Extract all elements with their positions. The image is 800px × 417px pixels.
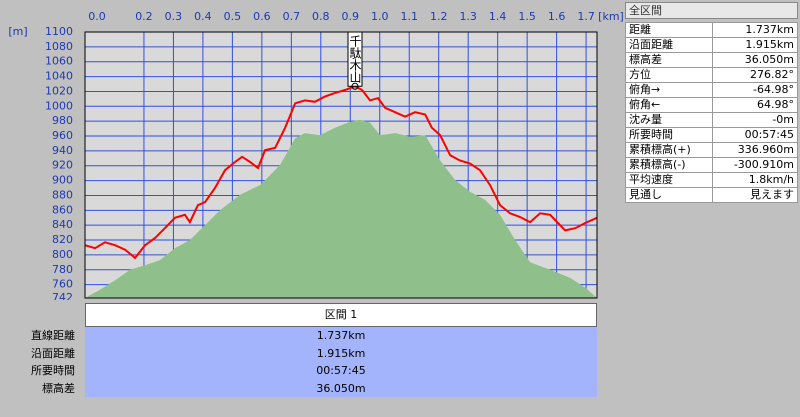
x-tick-label: 1.2 <box>430 10 448 23</box>
y-tick-label: 940 <box>52 144 73 157</box>
x-tick-label: 1.4 <box>489 10 507 23</box>
stat-label: 沿面距離 <box>624 37 714 53</box>
stat-label: 方位 <box>624 67 714 83</box>
y-tick-label: 1000 <box>45 99 73 112</box>
stat-value: 1.737km <box>712 22 798 38</box>
x-tick-label: 1.5 <box>518 10 536 23</box>
y-tick-label: 1020 <box>45 84 73 97</box>
y-tick-label: 742 <box>52 291 73 300</box>
stat-label: 所要時間 <box>624 127 714 143</box>
row-label: 沿面距離 <box>31 346 75 360</box>
stat-value: 1.915km <box>712 37 798 53</box>
row-label: 標高差 <box>42 381 75 395</box>
x-tick-label: 1.7 <box>577 10 595 23</box>
row-label: 所要時間 <box>31 364 75 377</box>
x-tick-label: 1.0 <box>371 10 389 23</box>
stat-value: 36.050m <box>712 52 798 68</box>
stat-label: 俯角→ <box>624 82 714 98</box>
y-unit: [m] <box>8 25 27 38</box>
annotation-box <box>347 31 363 87</box>
y-tick-label: 1100 <box>45 25 73 38</box>
y-tick-label: 920 <box>52 159 73 172</box>
stat-value: 1.8km/h <box>712 172 798 188</box>
annotation-point <box>351 82 359 90</box>
stat-value: -300.910m <box>712 157 798 173</box>
stat-label: 標高差 <box>624 52 714 68</box>
x-tick-label: 0.2 <box>135 10 153 23</box>
stat-label: 累積標高(-) <box>624 157 714 173</box>
x-tick-label: 0.8 <box>312 10 330 23</box>
row-value: 00:57:45 <box>85 362 597 380</box>
x-tick-label: 0.5 <box>224 10 242 23</box>
y-tick-label: 860 <box>52 203 73 216</box>
y-tick-label: 780 <box>52 263 73 276</box>
stat-label: 見通し <box>624 187 714 203</box>
x-tick-label: 0.0 <box>88 10 106 23</box>
row-value: 36.050m <box>85 379 597 397</box>
x-tick-label: 0.6 <box>253 10 271 23</box>
y-tick-label: 1060 <box>45 55 73 68</box>
y-tick-label: 820 <box>52 233 73 246</box>
side-table: 距離 1.737km 沿面距離 1.915km 標高差 36.050m 方位 276.82° 俯… <box>624 22 798 203</box>
row-value: 1.915km <box>85 344 597 362</box>
y-tick-label: 800 <box>52 248 73 261</box>
stat-label: 平均速度 <box>624 172 714 188</box>
y-tick-label: 760 <box>52 278 73 291</box>
x-tick-label: 1.1 <box>400 10 418 23</box>
x-tick-label: 0.3 <box>165 10 183 23</box>
x-unit: [km] <box>598 10 624 23</box>
x-tick-label: 0.4 <box>194 10 212 23</box>
stat-label: 沈み量 <box>624 112 714 128</box>
route-line <box>84 85 598 260</box>
section-header: 区間 1 <box>85 303 597 327</box>
side-title: 全区間 <box>625 2 798 19</box>
x-tick-label: 1.6 <box>548 10 566 23</box>
stat-label: 距離 <box>624 22 714 38</box>
x-tick-label: 0.7 <box>283 10 301 23</box>
stat-value: 64.98° <box>712 97 798 113</box>
x-tick-label: 1.3 <box>459 10 477 23</box>
y-tick-label: 1080 <box>45 40 73 53</box>
y-tick-label: 880 <box>52 188 73 201</box>
stat-value: 00:57:45 <box>712 127 798 143</box>
stat-label: 累積標高(+) <box>624 142 714 158</box>
plot-border <box>84 31 598 299</box>
y-tick-label: 960 <box>52 129 73 142</box>
y-tick-label: 1040 <box>45 70 73 83</box>
x-tick-label: 0.9 <box>342 10 360 23</box>
stat-value: -64.98° <box>712 82 798 98</box>
y-tick-label: 840 <box>52 218 73 231</box>
row-label: 直線距離 <box>31 329 75 342</box>
stat-value: -0m <box>712 112 798 128</box>
stat-value: 336.960m <box>712 142 798 158</box>
stat-value: 276.82° <box>712 67 798 83</box>
annotation: 千駄木山 <box>348 35 362 83</box>
side-panel: 全区間 距離 1.737km 沿面距離 1.915km 標高差 36.050m 方位 276.… <box>624 2 798 203</box>
y-tick-label: 980 <box>52 114 73 127</box>
row-value: 1.737km <box>85 327 597 345</box>
stat-value: 見えます <box>712 187 798 203</box>
y-tick-label: 900 <box>52 174 73 187</box>
stat-label: 俯角← <box>624 97 714 113</box>
terrain-area <box>85 119 597 298</box>
